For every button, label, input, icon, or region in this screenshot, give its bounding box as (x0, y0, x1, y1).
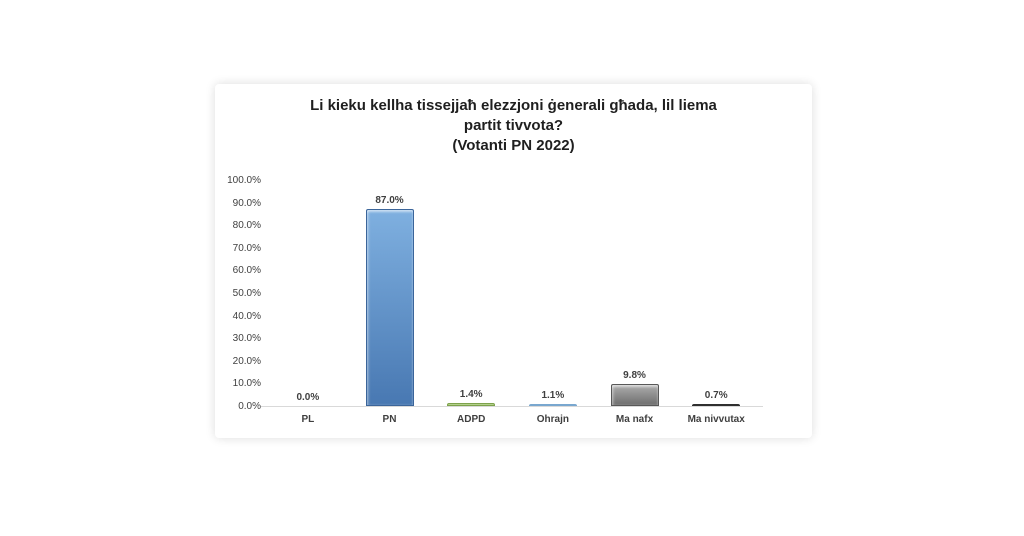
bar-ma-nafx (610, 384, 659, 406)
value-label-ohrajn: 1.1% (541, 390, 565, 401)
plot-area: 0.0% 10.0% 20.0% 30.0% 40.0% 50.0% 60.0% 70.0% 8… (227, 175, 763, 425)
y-axis-tick-label: 20.0% (232, 355, 261, 367)
bar-slot-adpd: 1.4% ADPD (430, 180, 512, 425)
bar-pn (365, 209, 414, 406)
y-axis-tick-label: 90.0% (232, 197, 261, 209)
bar-slot-pl: 0.0% PL (267, 180, 349, 425)
y-axis-tick-label: 100.0% (227, 175, 261, 186)
bar-ma-nivvutax (692, 404, 741, 406)
y-axis-tick-label: 60.0% (232, 265, 261, 277)
bar-slot-ma-nafx: 9.8% Ma nafx (594, 180, 676, 425)
x-axis-line (261, 406, 763, 407)
bar-slot-ma-nivvutax: 0.7% Ma nivvutax (675, 180, 757, 425)
y-axis-tick-label: 70.0% (232, 242, 261, 254)
y-axis-tick-label: 80.0% (232, 220, 261, 232)
category-label-adpd: ADPD (457, 414, 486, 425)
bars-container: 0.0% PL 87.0% PN 1.4% ADPD 1.1% Ohrajn 9.8% Ma na… (267, 180, 757, 425)
y-axis-tick-label: 10.0% (232, 378, 261, 390)
bar-slot-pn: 87.0% PN (349, 180, 431, 425)
category-label-pl: PL (301, 414, 315, 425)
value-label-ma-nivvutax: 0.7% (704, 390, 728, 401)
category-label-ohrajn: Ohrajn (536, 414, 569, 425)
category-label-ma-nivvutax: Ma nivvutax (687, 414, 745, 425)
bar-adpd (447, 403, 496, 406)
y-axis-tick-label: 0.0% (238, 401, 261, 412)
category-label-pn: PN (382, 414, 397, 425)
y-axis-tick-label: 50.0% (232, 288, 261, 299)
bar-ohrajn (528, 404, 577, 406)
chart-panel: Li kieku kellha tissejjaħ elezzjoni ġene… (215, 84, 812, 438)
category-label-ma-nafx: Ma nafx (615, 414, 654, 425)
value-label-pn: 87.0% (375, 195, 404, 206)
y-axis-tick-label: 40.0% (232, 310, 261, 322)
chart-subtitle: (Votanti PN 2022) (452, 137, 575, 154)
value-label-ma-nafx: 9.8% (623, 370, 646, 381)
chart-title-block: Li kieku kellha tissejjaħ elezzjoni ġene… (215, 96, 812, 156)
y-axis: 0.0% 10.0% 20.0% 30.0% 40.0% 50.0% 60.0% 70.0% 8… (209, 175, 261, 412)
value-label-pl: 0.0% (296, 392, 320, 403)
value-label-adpd: 1.4% (459, 389, 483, 400)
bar-slot-ohrajn: 1.1% Ohrajn (512, 180, 594, 425)
chart-title: Li kieku kellha tissejjaħ elezzjoni ġene… (310, 97, 717, 134)
y-axis-tick-label: 30.0% (232, 333, 261, 345)
